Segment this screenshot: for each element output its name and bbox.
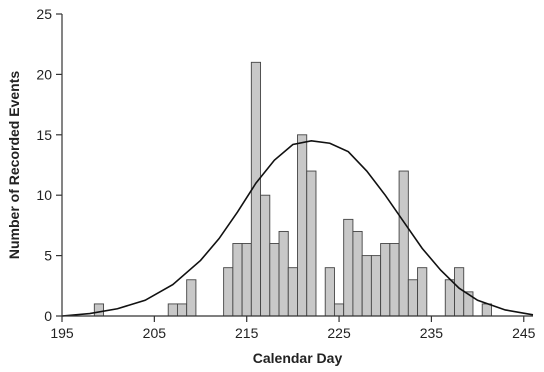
histogram-bar [186,279,197,317]
y-tick-label: 10 [36,187,52,203]
histogram-bar [481,303,492,317]
histogram-bar [223,267,234,317]
histogram-bar [269,243,280,317]
histogram-bar [287,267,298,317]
y-tick-label: 5 [44,248,52,264]
histogram-bar [370,255,382,317]
histogram-bars [93,61,492,317]
y-axis-title: Number of Recorded Events [6,71,22,259]
x-tick-label: 235 [420,325,444,341]
y-tick-label: 15 [36,127,52,143]
x-tick-label: 205 [143,325,167,341]
x-tick-label: 215 [235,325,259,341]
histogram-bar [93,303,105,317]
histogram-bar [260,194,271,317]
x-axis-title: Calendar Day [253,350,343,366]
histogram-bar [324,267,335,317]
histogram-bar [454,267,465,317]
histogram-bar [444,279,455,317]
histogram-bar [398,170,409,317]
y-axis-ticks: 0 5 10 15 20 25 [36,6,62,324]
histogram-bar [361,255,372,317]
histogram-bar [167,303,178,317]
histogram-bar [241,243,252,317]
histogram-bar [278,230,289,317]
histogram-bar [389,243,400,317]
histogram-bar [176,303,188,317]
x-axis-ticks: 195 205 215 225 235 245 [50,316,536,341]
histogram-bar [417,267,428,317]
histogram-bar [232,243,243,317]
x-tick-label: 195 [50,325,74,341]
histogram-bar [380,243,391,317]
histogram-bar [333,303,345,317]
fitted-curve-line [61,140,534,317]
x-tick-label: 245 [512,325,536,341]
y-tick-label: 0 [44,308,52,324]
y-tick-label: 25 [36,6,52,22]
histogram-bar [352,230,363,317]
histogram-bar [297,134,308,317]
histogram-bar [407,279,419,317]
x-tick-label: 225 [327,325,351,341]
histogram-bar [343,218,354,317]
y-tick-label: 20 [36,66,52,82]
histogram-bar [306,170,317,317]
